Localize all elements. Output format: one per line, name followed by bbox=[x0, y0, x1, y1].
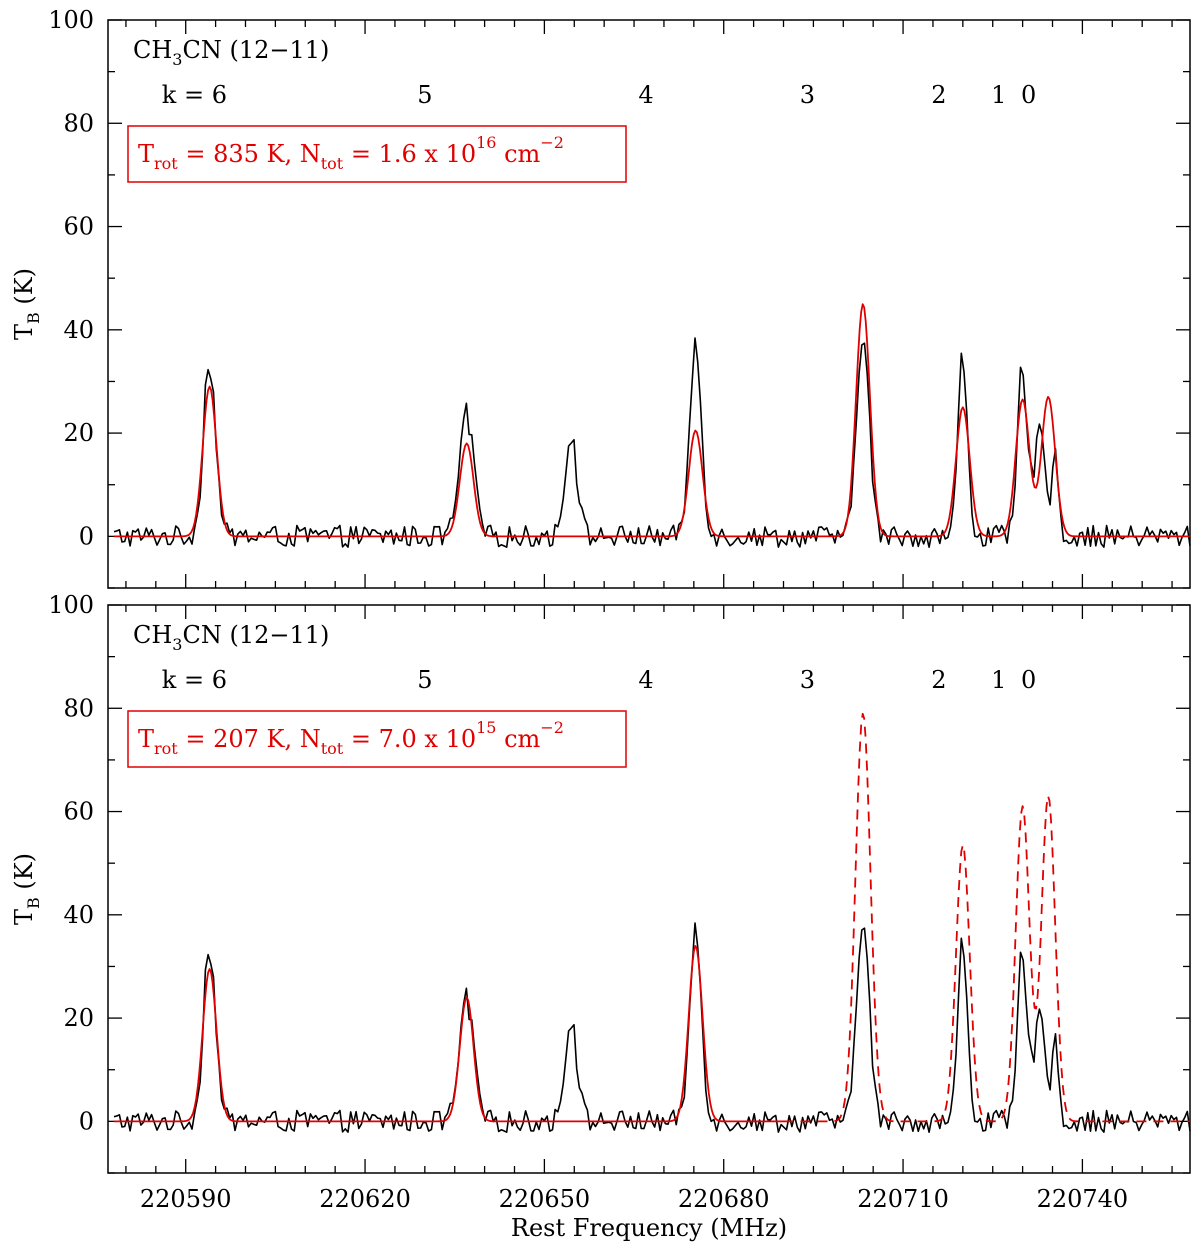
k-label: 0 bbox=[1021, 666, 1036, 694]
y-tick-label: 0 bbox=[79, 1107, 94, 1135]
series-model-fit bbox=[114, 945, 784, 1123]
k-label: 0 bbox=[1021, 81, 1036, 109]
x-tick-label: 220620 bbox=[319, 1185, 411, 1213]
y-tick-label: 20 bbox=[63, 1004, 94, 1032]
panel-bottom-species-label: CH3CN (12−11) bbox=[133, 621, 329, 654]
panel-bottom-frame bbox=[107, 604, 1191, 1174]
x-tick-label: 220710 bbox=[857, 1185, 949, 1213]
y-tick-label: 100 bbox=[48, 6, 94, 34]
panel-top-frame bbox=[107, 19, 1191, 589]
panel-top-ylabel: TB (K) bbox=[10, 268, 43, 340]
panel-bottom-ylabel: TB (K) bbox=[10, 853, 43, 925]
y-tick-label: 80 bbox=[63, 109, 94, 137]
x-tick-label: 220680 bbox=[678, 1185, 770, 1213]
k-label: 2 bbox=[931, 81, 946, 109]
y-tick-label: 80 bbox=[63, 694, 94, 722]
k-label: 3 bbox=[800, 666, 815, 694]
panel-top-species-label: CH3CN (12−11) bbox=[133, 36, 329, 69]
k-label: 4 bbox=[638, 666, 653, 694]
y-tick-label: 40 bbox=[63, 901, 94, 929]
k-label: 1 bbox=[991, 81, 1006, 109]
x-tick-label: 220740 bbox=[1037, 1185, 1129, 1213]
k-label: 2 bbox=[931, 666, 946, 694]
panel-top-legend-text: Trot = 835 K, Ntot = 1.6 x 1016 cm−2 bbox=[138, 133, 564, 173]
panel-bottom-legend-text: Trot = 207 K, Ntot = 7.0 x 1015 cm−2 bbox=[138, 718, 564, 758]
series-model-predicted bbox=[783, 712, 1190, 1123]
y-tick-label: 100 bbox=[48, 591, 94, 619]
x-tick-label: 220650 bbox=[499, 1185, 591, 1213]
y-tick-label: 20 bbox=[63, 419, 94, 447]
y-tick-label: 0 bbox=[79, 522, 94, 550]
k-label: 5 bbox=[417, 81, 432, 109]
y-tick-label: 60 bbox=[63, 798, 94, 826]
k-label: 1 bbox=[991, 666, 1006, 694]
k-label: 3 bbox=[800, 81, 815, 109]
series-model bbox=[114, 303, 1190, 538]
k-label: k = 6 bbox=[162, 81, 227, 109]
panel-bottom-legend-box bbox=[127, 710, 627, 768]
k-label: k = 6 bbox=[162, 666, 227, 694]
x-tick-label: 220590 bbox=[140, 1185, 232, 1213]
k-label: 4 bbox=[638, 81, 653, 109]
series-observed bbox=[113, 922, 1191, 1133]
y-tick-label: 60 bbox=[63, 213, 94, 241]
k-label: 5 bbox=[417, 666, 432, 694]
y-tick-label: 40 bbox=[63, 316, 94, 344]
x-axis-label: Rest Frequency (MHz) bbox=[511, 1214, 787, 1242]
panel-top-legend-box bbox=[127, 125, 627, 183]
panel-top-series bbox=[113, 303, 1191, 548]
panel-bottom-series bbox=[113, 712, 1191, 1133]
